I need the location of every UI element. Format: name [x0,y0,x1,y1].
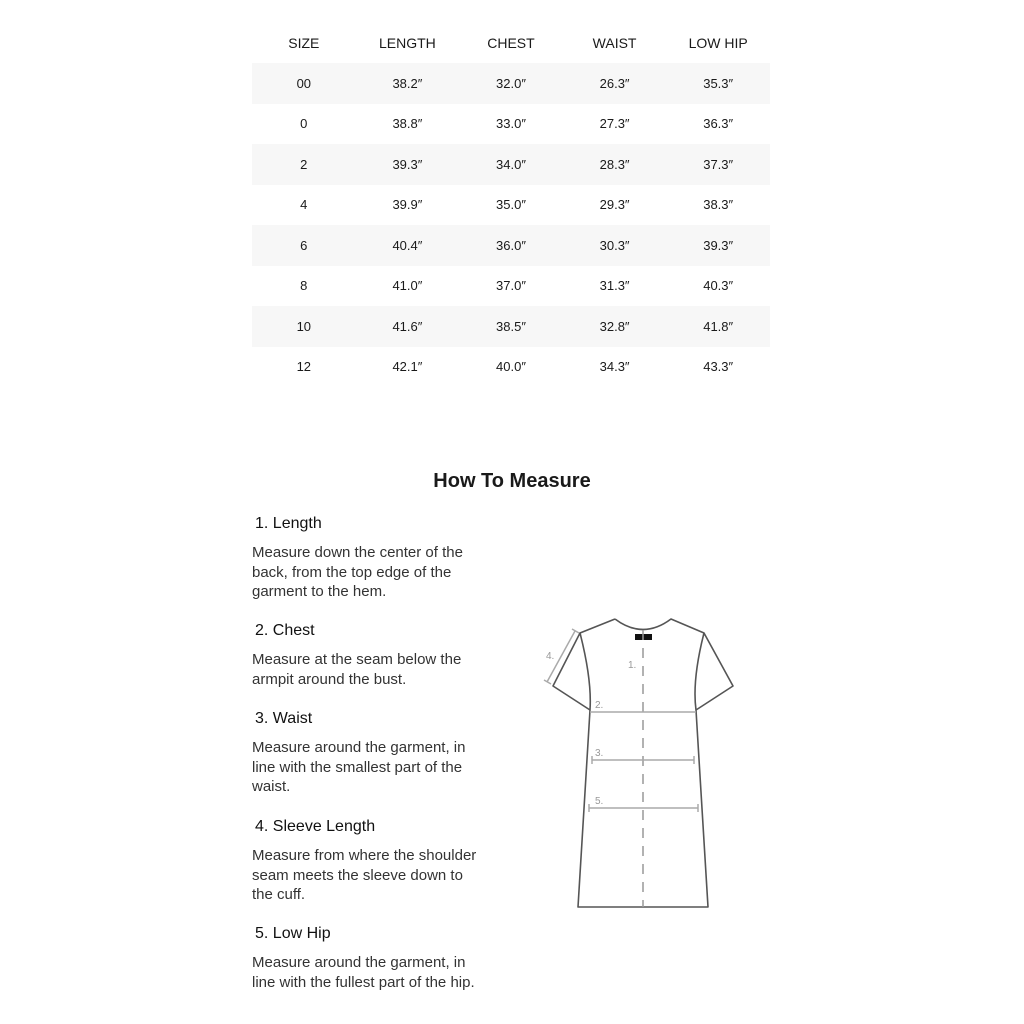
table-cell: 10 [296,318,312,334]
table-cell: 32.8″ [599,318,630,334]
table-cell: 40.0″ [496,359,526,375]
desc-line: Measure at the seam below the [252,651,462,668]
size-chart-table: SIZE LENGTH CHEST WAIST LOW HIP 00 38.2″ 32.0″ 2… [252,22,770,387]
desc-line: back, from the top edge of the [252,563,452,581]
table-cell: 35.0″ [496,197,526,213]
measure-item-desc: Measure down the center of the back, from… [252,543,522,602]
dress-outline [552,618,734,908]
label-4: 4. [546,651,554,662]
label-5: 5. [595,796,603,807]
measure-item-title: 4. Sleeve Length [255,818,376,835]
table-cell: 39.9″ [392,197,423,213]
table-row: 12 42.1″ 40.0″ 34.3″ 43.3″ [252,347,770,388]
desc-line: line with the smallest part of the [252,758,463,776]
table-cell: 38.8″ [392,116,423,132]
measure-item: 2. Chest Measure at the seam below the arm… [252,622,522,689]
label-2: 2. [595,700,603,711]
desc-line: line with the fullest part of the hip. [252,973,475,991]
table-row: 10 41.6″ 38.5″ 32.8″ 41.8″ [252,306,770,347]
measure-item-title: 2. Chest [255,622,315,639]
table-cell: SIZE [288,34,320,51]
table-cell: 35.3″ [703,75,734,91]
table-cell: 0 [300,116,308,132]
measure-item-desc: Measure around the garment, in line with … [252,738,522,797]
sleeve-measure-line [546,630,576,683]
table-cell: LOW HIP [688,34,748,51]
how-to-measure-title: How To Measure [433,470,591,492]
measure-item: 4. Sleeve Length Measure from where the s… [252,818,522,905]
table-row: 2 39.3″ 34.0″ 28.3″ 37.3″ [252,144,770,185]
table-cell: 36.3″ [703,116,734,132]
table-cell: 38.2″ [392,75,423,91]
table-cell: 29.3″ [599,197,630,213]
table-cell: 32.0″ [496,75,526,91]
table-cell: 8 [300,278,308,294]
table-row: 6 40.4″ 36.0″ 30.3″ 39.3″ [252,225,770,266]
measure-item-desc: Measure at the seam below the armpit arou… [252,650,522,689]
desc-line: Measure from where the shoulder [252,847,477,864]
table-cell: 43.3″ [703,359,734,375]
desc-line: seam meets the sleeve down to [252,866,463,884]
table-cell: 37.3″ [703,156,734,172]
measure-item-title: 1. Length [255,515,322,532]
table-header-row: SIZE LENGTH CHEST WAIST LOW HIP [252,22,770,63]
table-cell: 40.4″ [392,237,423,253]
table-row: 0 38.8″ 33.0″ 27.3″ 36.3″ [252,104,770,145]
table-cell: 41.0″ [392,278,423,294]
table-row: 00 38.2″ 32.0″ 26.3″ 35.3″ [252,63,770,104]
measure-item: 3. Waist Measure around the garment, in li… [252,710,522,797]
table-cell: CHEST [487,34,535,51]
table-cell: 38.3″ [703,197,734,213]
table-cell: 40.3″ [703,278,734,294]
desc-line: Measure around the garment, in [252,739,466,756]
table-cell: 27.3″ [599,116,630,132]
table-cell: 4 [300,197,308,213]
measure-item: 1. Length Measure down the center of the b… [252,515,522,602]
label-1: 1. [628,660,636,671]
measure-item-desc: Measure from where the shoulder seam meet… [252,846,522,905]
table-cell: 34.0″ [496,156,526,172]
desc-line: the cuff. [252,886,306,904]
table-cell: 39.3″ [703,237,734,253]
desc-line: waist. [252,778,291,796]
table-cell: 30.3″ [599,237,630,253]
table-cell: 12 [296,359,312,375]
table-cell: 36.0″ [496,237,526,253]
table-cell: 28.3″ [599,156,630,172]
table-cell: 38.5″ [496,318,526,334]
table-cell: 2 [300,156,308,172]
table-cell: WAIST [592,34,637,51]
table-cell: 26.3″ [599,75,630,91]
desc-line: Measure down the center of the [252,544,463,561]
measure-item: 5. Low Hip Measure around the garment, in… [252,925,522,992]
desc-line: garment to the hem. [252,583,387,601]
desc-line: armpit around the bust. [252,670,407,688]
table-cell: 39.3″ [392,156,423,172]
table-cell: 42.1″ [392,359,423,375]
desc-line: Measure around the garment, in [252,954,466,971]
table-cell: 6 [300,237,308,253]
table-cell: 41.6″ [392,318,423,334]
table-row: 4 39.9″ 35.0″ 29.3″ 38.3″ [252,185,770,226]
measure-item-title: 3. Waist [255,710,313,727]
table-cell: 00 [296,75,312,91]
measure-item-desc: Measure around the garment, in line with … [252,953,522,992]
table-cell: LENGTH [378,34,436,51]
table-cell: 34.3″ [599,359,630,375]
label-3: 3. [595,748,603,759]
table-row: 8 41.0″ 37.0″ 31.3″ 40.3″ [252,266,770,307]
table-cell: 37.0″ [496,278,526,294]
table-cell: 31.3″ [599,278,630,294]
table-cell: 41.8″ [703,318,734,334]
measure-item-title: 5. Low Hip [255,925,331,942]
table-cell: 33.0″ [496,116,526,132]
